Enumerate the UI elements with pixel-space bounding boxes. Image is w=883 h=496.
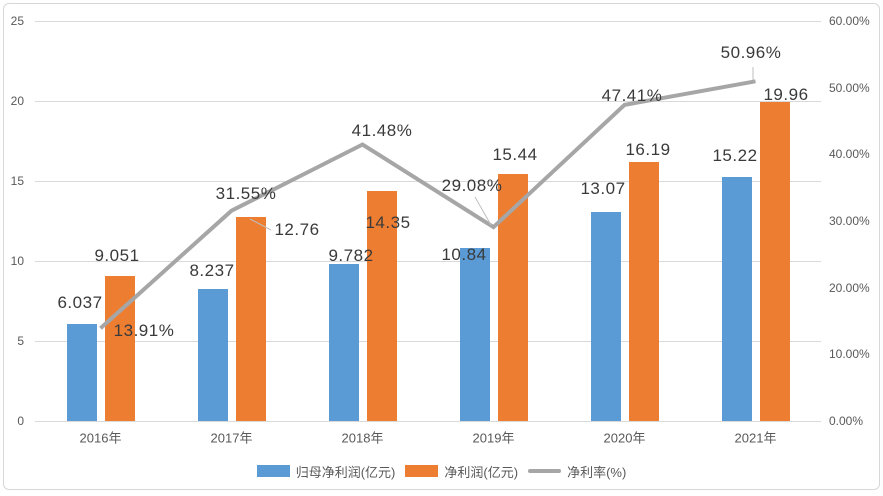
bar-net-profit-2018年 bbox=[366, 191, 397, 421]
data-label-attributable-net-profit-2021年: 15.22 bbox=[712, 146, 758, 165]
gridline bbox=[35, 181, 821, 182]
chart-legend: 归母净利润(亿元) 净利润(亿元) 净利率(%) bbox=[0, 459, 883, 483]
gridline bbox=[35, 21, 821, 22]
data-label-leader-line bbox=[249, 218, 272, 231]
gridline bbox=[35, 261, 821, 262]
data-label-net-margin-2019年: 29.08% bbox=[441, 176, 503, 195]
left-axis-tick-label: 15 bbox=[10, 174, 24, 188]
bar-attributable-net-profit-2017年 bbox=[197, 289, 228, 421]
right-axis-tick-label: 40.00% bbox=[829, 147, 870, 162]
right-axis-tick-label: 60.00% bbox=[829, 14, 870, 28]
category-axis-label: 2020年 bbox=[603, 430, 646, 446]
bar-attributable-net-profit-2018年 bbox=[328, 264, 359, 421]
data-label-leader-line bbox=[474, 196, 492, 226]
data-label-net-margin-2020年: 47.41% bbox=[601, 86, 663, 105]
data-label-net-margin-2017年: 31.55% bbox=[215, 184, 277, 203]
legend-label-net-margin: 净利率(%) bbox=[567, 464, 627, 480]
data-label-net-profit-2021年: 19.96 bbox=[763, 85, 809, 104]
data-label-attributable-net-profit-2017年: 8.237 bbox=[189, 261, 235, 280]
bar-net-profit-2019年 bbox=[497, 173, 528, 421]
legend-item-net-margin: 净利率(%) bbox=[528, 462, 626, 481]
left-axis-tick-label: 5 bbox=[17, 334, 24, 348]
data-label-net-profit-2019年: 15.44 bbox=[492, 145, 538, 164]
left-axis-tick-label: 0 bbox=[17, 414, 24, 428]
bar-attributable-net-profit-2016年 bbox=[66, 324, 97, 421]
legend-label-attributable-net-profit: 归母净利润(亿元) bbox=[295, 464, 396, 480]
legend-item-attributable-net-profit: 归母净利润(亿元) bbox=[256, 462, 396, 481]
category-axis-label: 2017年 bbox=[210, 430, 253, 446]
data-label-attributable-net-profit-2018年: 9.782 bbox=[328, 246, 374, 265]
legend-swatch-attributable-net-profit bbox=[256, 465, 290, 477]
left-axis-tick-label: 10 bbox=[10, 254, 24, 268]
data-label-attributable-net-profit-2016年: 6.037 bbox=[57, 293, 103, 312]
right-axis-tick-label: 50.00% bbox=[829, 80, 870, 95]
line-net-margin bbox=[99, 79, 756, 330]
category-axis-label: 2019年 bbox=[472, 430, 515, 446]
data-label-net-profit-2017年: 12.76 bbox=[274, 220, 320, 239]
bar-net-profit-2021年 bbox=[759, 101, 790, 421]
left-axis-tick-label: 25 bbox=[10, 14, 24, 28]
gridline bbox=[35, 341, 821, 342]
data-label-net-profit-2016年: 9.051 bbox=[94, 246, 140, 265]
legend-swatch-net-profit bbox=[405, 465, 439, 477]
data-label-net-margin-2021年: 50.96% bbox=[720, 43, 782, 62]
bar-net-profit-2017年 bbox=[235, 216, 266, 421]
right-axis-tick-label: 20.00% bbox=[829, 280, 870, 295]
data-label-net-profit-2018年: 14.35 bbox=[365, 213, 411, 232]
bar-attributable-net-profit-2019年 bbox=[459, 247, 490, 421]
category-axis-label: 2021年 bbox=[734, 430, 777, 446]
bar-attributable-net-profit-2020年 bbox=[590, 211, 621, 421]
right-axis-tick-label: 30.00% bbox=[829, 214, 870, 228]
category-axis-label: 2016年 bbox=[79, 430, 122, 446]
left-axis-tick-label: 20 bbox=[10, 94, 24, 108]
bar-net-profit-2020年 bbox=[628, 161, 659, 421]
data-label-net-profit-2020年: 16.19 bbox=[625, 140, 671, 159]
gridline bbox=[35, 421, 821, 422]
category-axis-label: 2018年 bbox=[341, 430, 384, 446]
legend-swatch-net-margin bbox=[528, 469, 562, 473]
data-label-attributable-net-profit-2020年: 13.07 bbox=[580, 179, 626, 198]
data-label-net-margin-2016年: 13.91% bbox=[113, 321, 175, 340]
legend-item-net-profit: 净利润(亿元) bbox=[405, 462, 518, 481]
right-axis-tick-label: 10.00% bbox=[829, 347, 870, 362]
legend-label-net-profit: 净利润(亿元) bbox=[444, 464, 519, 480]
data-label-net-margin-2018年: 41.48% bbox=[351, 121, 413, 140]
bar-attributable-net-profit-2021年 bbox=[721, 177, 752, 421]
right-axis-tick-label: 0.00% bbox=[829, 414, 864, 428]
gridline bbox=[35, 101, 821, 102]
data-label-attributable-net-profit-2019年: 10.84 bbox=[441, 245, 487, 264]
